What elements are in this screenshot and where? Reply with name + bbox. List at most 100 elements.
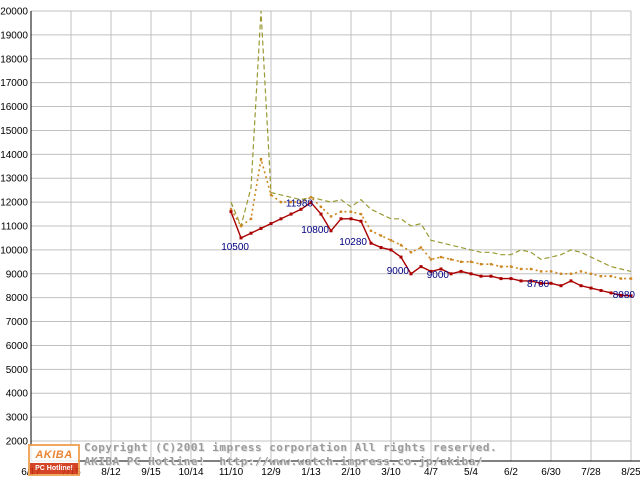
series-marker-average-price: [449, 258, 453, 261]
series-marker-lowest-price: [359, 219, 363, 223]
series-marker-average-price: [489, 263, 493, 266]
y-axis-labels: 2000 3000 4000 5000 6000 7000 8000 9000 10000 110…: [0, 7, 28, 448]
series-marker-average-price: [469, 260, 473, 263]
series-marker-lowest-price: [449, 272, 453, 276]
axes: [30, 11, 640, 462]
price-annotation-label: 9000: [427, 270, 450, 281]
logo-akiba-text: AKIBA: [35, 448, 73, 461]
attribution-url-line: AKIBA PC Hotline! http://www.watch.impre…: [84, 455, 483, 468]
x-tick-label: 7/28: [581, 467, 601, 478]
y-tick-label: 9000: [6, 269, 29, 280]
series-marker-lowest-price: [549, 281, 553, 285]
y-tick-label: 8000: [6, 293, 29, 304]
series-marker-lowest-price: [289, 212, 293, 216]
price-annotation-label: 10800: [301, 225, 329, 236]
x-tick-label: 6/2: [504, 467, 518, 478]
y-tick-label: 13000: [0, 174, 28, 185]
series-marker-average-price: [259, 157, 263, 161]
series-marker-lowest-price: [469, 272, 473, 276]
series-marker-lowest-price: [349, 217, 353, 221]
price-annotation-label: 10500: [221, 242, 249, 253]
series-marker-lowest-price: [569, 279, 573, 283]
series-marker-lowest-price: [299, 207, 303, 211]
akiba-pc-hotline-logo: AKIBA PC Hotline!: [28, 444, 80, 476]
series-marker-average-price: [269, 193, 273, 197]
series-marker-average-price: [589, 272, 593, 275]
series-marker-average-price: [249, 217, 253, 220]
series-marker-lowest-price: [269, 222, 273, 226]
series-marker-average-price: [349, 210, 353, 213]
series-marker-lowest-price: [229, 210, 233, 214]
series-marker-lowest-price: [539, 281, 543, 285]
series-marker-lowest-price: [389, 248, 393, 252]
series-marker-lowest-price: [259, 226, 263, 230]
y-tick-label: 7000: [6, 317, 29, 328]
logo-pc-hotline-text: PC Hotline!: [30, 463, 78, 474]
copyright-line: Copyright (C)2001 impress corporation Al…: [84, 441, 498, 454]
y-tick-label: 3000: [6, 413, 29, 424]
series-marker-lowest-price: [239, 236, 243, 240]
y-tick-label: 19000: [0, 30, 28, 41]
y-tick-label: 5000: [6, 365, 29, 376]
price-annotation-label: 8080: [613, 290, 636, 301]
series-marker-lowest-price: [279, 217, 283, 221]
x-tick-label: 12/9: [261, 467, 281, 478]
series-marker-average-price: [419, 246, 423, 249]
y-tick-label: 20000: [0, 7, 28, 18]
x-tick-label: 6/30: [541, 467, 561, 478]
series-marker-average-price: [619, 277, 623, 280]
series-marker-lowest-price: [629, 294, 633, 298]
series-marker-average-price: [299, 200, 303, 204]
y-tick-label: 15000: [0, 126, 28, 137]
y-tick-label: 10000: [0, 245, 28, 256]
series-marker-average-price: [399, 243, 403, 247]
x-tick-label: 9/15: [141, 467, 161, 478]
series-marker-lowest-price: [529, 279, 533, 283]
series-marker-average-price: [289, 200, 293, 204]
series-marker-average-price: [499, 265, 503, 268]
series-marker-lowest-price: [319, 212, 323, 216]
series-marker-lowest-price: [499, 277, 503, 281]
x-tick-label: 4/7: [424, 467, 438, 478]
y-tick-label: 17000: [0, 78, 28, 89]
y-tick-label: 2000: [6, 437, 29, 448]
x-tick-label: 1/13: [301, 467, 321, 478]
series-marker-average-price: [529, 267, 533, 271]
y-tick-label: 6000: [6, 341, 29, 352]
series-marker-lowest-price: [249, 231, 253, 235]
series-marker-lowest-price: [429, 269, 433, 273]
series-marker-lowest-price: [489, 274, 493, 278]
series-marker-average-price: [359, 212, 363, 216]
x-tick-label: 5/4: [464, 467, 478, 478]
series-average-price: [229, 157, 633, 280]
price-annotation-label: 9000: [387, 266, 410, 277]
x-axis-labels: 6/177/158/129/1510/1411/1012/91/132/103/…: [21, 467, 640, 478]
series-marker-lowest-price: [459, 269, 463, 273]
series-marker-average-price: [239, 224, 243, 228]
series-marker-lowest-price: [609, 291, 613, 295]
series-marker-average-price: [519, 267, 523, 271]
series-marker-average-price: [329, 215, 333, 218]
series-marker-lowest-price: [369, 241, 373, 245]
series-marker-lowest-price: [579, 284, 583, 288]
series-marker-average-price: [429, 258, 433, 261]
series-lowest-price: [229, 201, 633, 298]
plot-area: [229, 10, 633, 298]
x-tick-label: 11/10: [219, 467, 244, 478]
series-marker-average-price: [509, 265, 513, 268]
series-marker-average-price: [279, 200, 283, 204]
series-marker-average-price: [339, 210, 343, 213]
series-marker-lowest-price: [409, 272, 413, 276]
series-line-highest-price: [230, 10, 632, 272]
series-marker-lowest-price: [559, 284, 563, 288]
series-marker-lowest-price: [329, 229, 333, 233]
y-tick-label: 14000: [0, 150, 28, 161]
series-marker-lowest-price: [599, 289, 603, 292]
series-marker-average-price: [309, 196, 313, 199]
series-marker-average-price: [599, 275, 603, 278]
x-tick-label: 2/10: [341, 467, 361, 478]
series-marker-average-price: [369, 229, 373, 232]
series-marker-average-price: [479, 263, 483, 266]
series-marker-average-price: [319, 205, 323, 209]
